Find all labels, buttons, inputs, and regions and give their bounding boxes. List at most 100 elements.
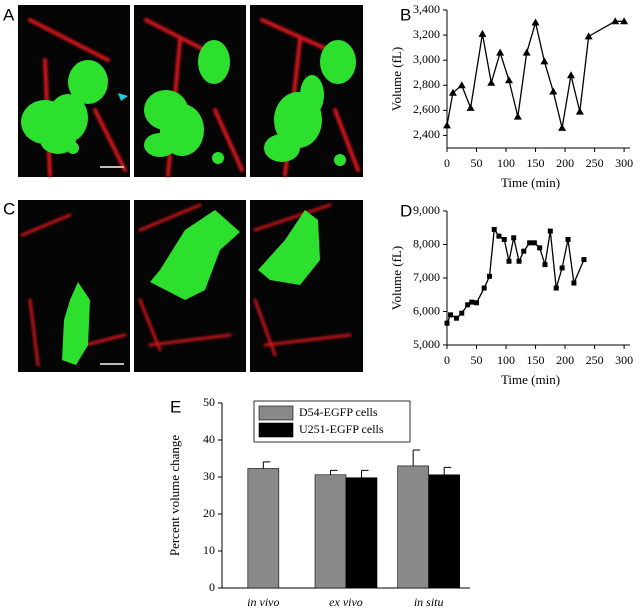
marker: [531, 240, 537, 246]
panel-label: E: [170, 397, 181, 416]
x-tick-label: 200: [556, 156, 574, 170]
marker: [474, 300, 480, 306]
marker: [506, 258, 512, 264]
y-axis-label: Percent volume change: [167, 435, 182, 557]
marker: [584, 32, 593, 40]
marker: [478, 29, 487, 37]
marker: [566, 71, 575, 79]
y-axis-label: Volume (fL): [389, 47, 404, 111]
marker: [444, 320, 450, 326]
error-bar: [361, 469, 369, 478]
legend-label: U251-EGFP cells: [299, 422, 384, 436]
y-tick-label: 8,000: [413, 236, 440, 250]
y-tick-label: 3,000: [413, 52, 440, 66]
x-tick-label: 150: [527, 156, 545, 170]
marker: [448, 88, 457, 96]
micrograph-row-a: [18, 5, 363, 177]
y-tick-label: 7,000: [413, 270, 440, 284]
bar: [345, 477, 378, 589]
marker: [496, 48, 505, 56]
panel-label: A: [3, 5, 15, 24]
marker: [521, 248, 527, 254]
bar: [314, 474, 347, 589]
y-tick-label: 10: [203, 543, 215, 557]
y-tick-label: 6,000: [413, 303, 440, 317]
marker: [443, 121, 451, 129]
marker: [459, 310, 465, 316]
marker: [457, 81, 466, 89]
y-tick-label: 20: [203, 506, 215, 520]
x-tick-label: 100: [497, 353, 515, 367]
marker: [522, 48, 531, 56]
marker: [481, 285, 487, 291]
x-tick-label: 50: [471, 353, 483, 367]
marker: [540, 57, 549, 65]
x-tick-label: 50: [471, 156, 483, 170]
marker: [575, 107, 584, 115]
marker: [553, 285, 559, 291]
marker: [466, 103, 475, 111]
legend-swatch: [258, 422, 294, 438]
x-tick-label: in situ: [414, 595, 444, 609]
marker: [620, 17, 629, 25]
x-tick-label: in vivo: [247, 595, 279, 609]
x-tick-label: 100: [497, 156, 515, 170]
marker: [559, 265, 565, 271]
y-tick-label: 40: [203, 432, 215, 446]
vessels: [20, 203, 352, 367]
marker: [537, 245, 543, 251]
marker: [487, 273, 493, 279]
marker: [469, 299, 475, 305]
y-tick-label: 30: [203, 469, 215, 483]
cells: [62, 210, 320, 365]
legend-swatch: [258, 405, 294, 421]
y-tick-label: 2,600: [413, 102, 440, 116]
micrograph-row-c: [18, 200, 363, 372]
bar: [247, 468, 280, 589]
marker: [448, 312, 454, 318]
marker: [504, 76, 513, 84]
cells: [21, 40, 356, 166]
panel-label: D: [400, 201, 412, 220]
x-tick-label: 250: [586, 156, 604, 170]
marker: [453, 315, 459, 321]
x-tick-label: 150: [527, 353, 545, 367]
marker: [558, 123, 567, 131]
marker: [531, 18, 540, 26]
y-tick-label: 2,800: [413, 77, 440, 91]
marker: [516, 258, 522, 264]
error-bar: [330, 469, 338, 475]
y-tick-label: 9,000: [413, 203, 440, 217]
x-tick-label: 250: [586, 353, 604, 367]
marker: [581, 257, 587, 263]
marker: [571, 280, 577, 286]
panel-label: B: [400, 5, 411, 24]
x-tick-label: 0: [444, 156, 450, 170]
marker: [496, 233, 502, 239]
y-tick-label: 0: [209, 580, 215, 594]
x-axis-label: Time (min): [501, 175, 560, 190]
y-tick-label: 3,400: [413, 2, 440, 16]
marker: [565, 236, 571, 242]
y-tick-label: 5,000: [413, 337, 440, 351]
x-tick-label: 300: [615, 353, 633, 367]
x-tick-label: 0: [444, 353, 450, 367]
legend-label: D54-EGFP cells: [299, 405, 378, 419]
marker: [513, 112, 522, 120]
marker: [487, 78, 496, 86]
x-tick-label: ex vivo: [329, 595, 363, 609]
marker: [511, 235, 517, 241]
marker: [542, 262, 548, 268]
error-bar: [412, 449, 421, 466]
y-tick-label: 2,400: [413, 127, 440, 141]
x-axis-label: Time (min): [501, 372, 560, 387]
marker: [549, 87, 558, 95]
marker: [547, 228, 553, 234]
marker: [527, 240, 533, 246]
y-axis-label: Volume (fL): [389, 246, 404, 310]
data-line: [446, 227, 585, 324]
y-tick-label: 50: [203, 395, 215, 409]
data-line: [446, 19, 625, 129]
marker: [465, 302, 471, 308]
